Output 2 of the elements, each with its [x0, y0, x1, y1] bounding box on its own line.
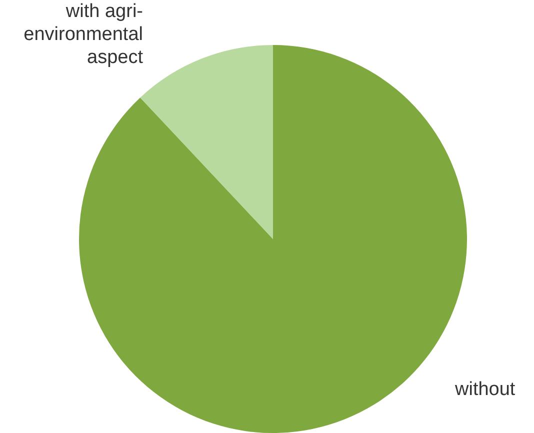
slice-label: without [455, 378, 516, 401]
slice-label: with agri-environmental aspect [22, 0, 143, 69]
